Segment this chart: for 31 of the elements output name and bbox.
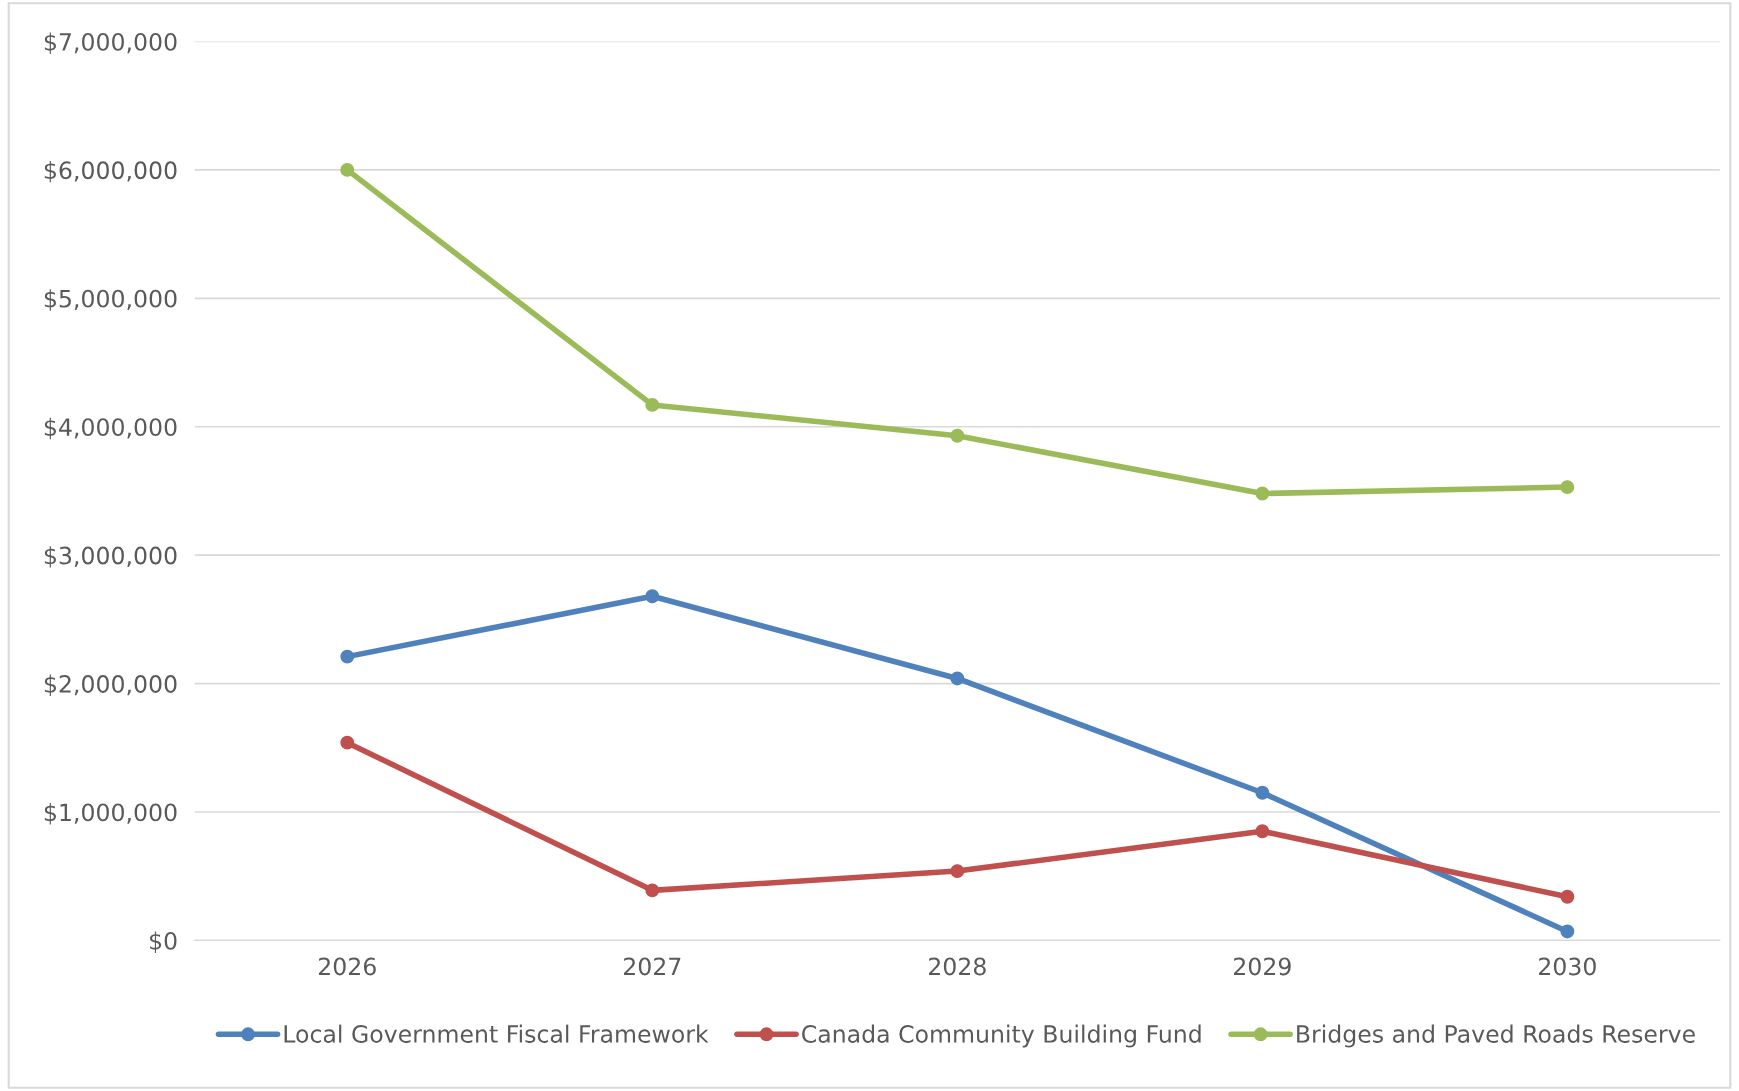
point [340, 649, 355, 664]
legend-label: Canada Community Building Fund [802, 1024, 1201, 1048]
point [340, 162, 355, 177]
x-tick-label: 2027 [623, 957, 681, 976]
x-tick-label: 2026 [318, 957, 376, 976]
y-tick-label: $4,000,000 [44, 417, 177, 440]
point [1255, 486, 1270, 501]
y-tick-label: $2,000,000 [44, 674, 177, 697]
y-tick-label: $1,000,000 [44, 803, 177, 825]
point [950, 428, 965, 443]
x-tick-label: 2029 [1234, 957, 1291, 976]
y-tick-label: $0 [150, 931, 177, 953]
legend-label: Bridges and Paved Roads Reserve [1297, 1024, 1695, 1048]
x-tick-label: 2030 [1539, 957, 1596, 976]
point [950, 671, 965, 686]
point [645, 397, 660, 412]
legend-label: Local Government Fiscal Framework [284, 1024, 709, 1043]
point [950, 864, 965, 879]
point [645, 589, 660, 604]
y-tick-label: $7,000,000 [44, 32, 177, 54]
point [1255, 824, 1270, 839]
point [1560, 480, 1575, 495]
point [645, 883, 660, 898]
point [340, 735, 355, 750]
x-tick-label: 2028 [929, 957, 986, 976]
y-tick-label: $5,000,000 [44, 289, 177, 311]
point [1255, 785, 1270, 800]
point [1560, 924, 1575, 939]
y-tick-label: $3,000,000 [44, 546, 177, 568]
point [1560, 889, 1575, 904]
y-tick-label: $6,000,000 [44, 160, 177, 183]
